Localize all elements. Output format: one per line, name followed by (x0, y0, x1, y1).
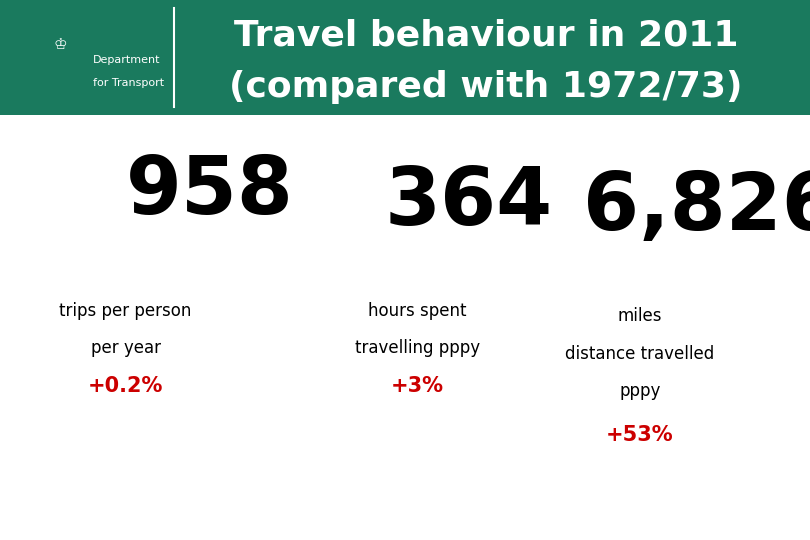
Text: trips per person: trips per person (59, 301, 192, 320)
Text: 364: 364 (385, 164, 553, 241)
Text: +53%: +53% (606, 424, 674, 445)
Text: Department: Department (93, 55, 160, 65)
Text: +0.2%: +0.2% (87, 376, 164, 396)
Bar (0, 0, 810, 115)
Text: ♔: ♔ (54, 37, 67, 51)
Text: per year: per year (91, 339, 160, 357)
Text: travelling pppy: travelling pppy (355, 339, 480, 357)
Text: hours spent: hours spent (368, 301, 467, 320)
Text: +3%: +3% (390, 376, 444, 396)
Text: distance travelled: distance travelled (565, 345, 714, 363)
Text: pppy: pppy (619, 382, 661, 401)
Text: 958: 958 (126, 153, 293, 231)
Text: miles: miles (618, 307, 662, 325)
Text: for Transport: for Transport (93, 78, 164, 89)
Bar (0, 115, 810, 540)
Text: Travel behaviour in 2011: Travel behaviour in 2011 (234, 19, 738, 53)
Text: (compared with 1972/73): (compared with 1972/73) (229, 70, 743, 104)
Text: 6,826: 6,826 (583, 169, 810, 247)
